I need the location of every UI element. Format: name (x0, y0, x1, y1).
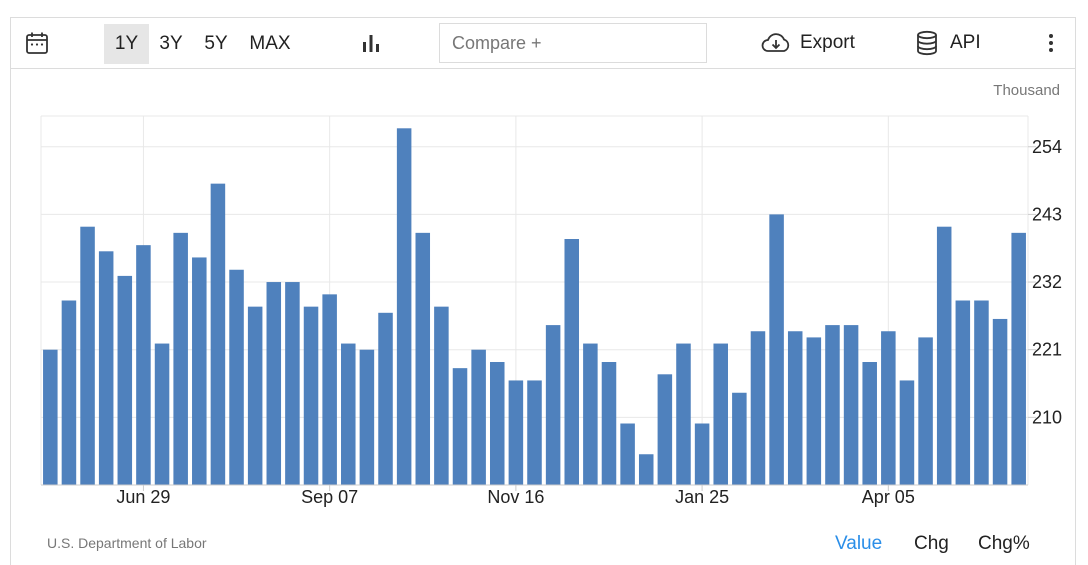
database-icon (917, 30, 937, 56)
chart-bar (955, 300, 971, 485)
chart-toolbar: 1Y 3Y 5Y MAX Export API (10, 17, 1076, 69)
chart-bar (1011, 232, 1026, 485)
chg-pct-tab[interactable]: Chg% (978, 533, 1030, 554)
chart-bar (732, 392, 747, 485)
cloud-download-icon (761, 33, 790, 52)
chart-bar (378, 312, 393, 485)
chart-bar (303, 306, 319, 485)
y-tick-label: 243 (1032, 204, 1062, 224)
chart-bar (396, 128, 412, 486)
y-tick-label: 232 (1032, 272, 1062, 292)
chart-bar (61, 300, 77, 485)
chart-bar (843, 325, 859, 485)
chart-bar (154, 343, 170, 485)
chart-bar (117, 275, 133, 485)
chart-bar (173, 232, 188, 485)
api-label: API (950, 32, 981, 53)
x-tick-label: Nov 16 (487, 487, 544, 507)
chart-bar (564, 239, 580, 485)
chart-bar (918, 337, 933, 485)
y-tick-label: 254 (1032, 137, 1062, 157)
chart-bar (247, 306, 263, 485)
chart-bar (489, 362, 505, 485)
range-3y-button[interactable]: 3Y (159, 33, 183, 54)
chart-bar (545, 325, 561, 485)
export-button[interactable]: Export (760, 18, 855, 68)
chart-bar (359, 349, 375, 485)
chart-bar (136, 245, 151, 485)
value-tab[interactable]: Value (835, 533, 883, 554)
chart-bar (583, 343, 598, 485)
x-tick-label: Jun 29 (116, 487, 170, 507)
chart-bar (210, 183, 226, 485)
chart-bar (98, 251, 114, 485)
source-label: U.S. Department of Labor (47, 535, 207, 551)
chart-bar (192, 257, 207, 485)
chart-bar (974, 300, 989, 485)
more-vert-icon[interactable] (1045, 18, 1057, 68)
chart-bar (825, 325, 840, 485)
x-tick-label: Apr 05 (862, 487, 915, 507)
chart-bar (80, 226, 95, 485)
chart-axes: 210 221 232 243 254 Jun 29 Sep 07 Nov 16 Jan 25 A… (41, 137, 1062, 507)
chart-bar (787, 331, 803, 485)
range-max-button[interactable]: MAX (249, 33, 291, 54)
chart-bar (806, 337, 822, 485)
chart-bar (769, 214, 784, 485)
chart-bar (638, 454, 654, 485)
calendar-icon[interactable] (25, 18, 49, 68)
chart-bar (471, 349, 486, 485)
y-tick-label: 221 (1032, 340, 1062, 360)
chart-bar (415, 232, 431, 485)
chart-bar (936, 226, 952, 485)
unit-label: Thousand (993, 82, 1060, 99)
chart-bars (43, 128, 1026, 486)
chart-bar (881, 331, 896, 485)
range-5y-button[interactable]: 5Y (204, 33, 228, 54)
api-button[interactable]: API (915, 18, 981, 68)
chart-bar (713, 343, 728, 485)
chart-bar (285, 282, 300, 485)
chart-bar (266, 282, 282, 485)
compare-input[interactable] (439, 23, 707, 63)
chg-tab[interactable]: Chg (914, 533, 949, 554)
chart-bar (899, 380, 915, 485)
chart-bar (657, 374, 673, 485)
chart-bar (750, 331, 766, 485)
chart-bar (694, 423, 710, 485)
chart-bar (992, 318, 1008, 485)
x-tick-label: Sep 07 (301, 487, 358, 507)
chart-bar (508, 380, 524, 485)
chart-bar (676, 343, 691, 485)
range-1y-button[interactable]: 1Y (104, 24, 149, 64)
chart-bar (527, 380, 542, 485)
chart-bar (601, 362, 617, 485)
chart-bar (322, 294, 337, 485)
chart-bar (434, 306, 449, 485)
x-tick-label: Jan 25 (675, 487, 729, 507)
chart-bar (229, 269, 244, 485)
export-label: Export (800, 32, 855, 53)
chart-bar (620, 423, 635, 485)
chart-bar (452, 368, 468, 485)
bar-chart-icon[interactable] (360, 18, 382, 68)
chart-bar (43, 349, 58, 485)
y-tick-label: 210 (1032, 407, 1062, 427)
chart-bar (341, 343, 356, 485)
chart-bar (862, 362, 877, 485)
